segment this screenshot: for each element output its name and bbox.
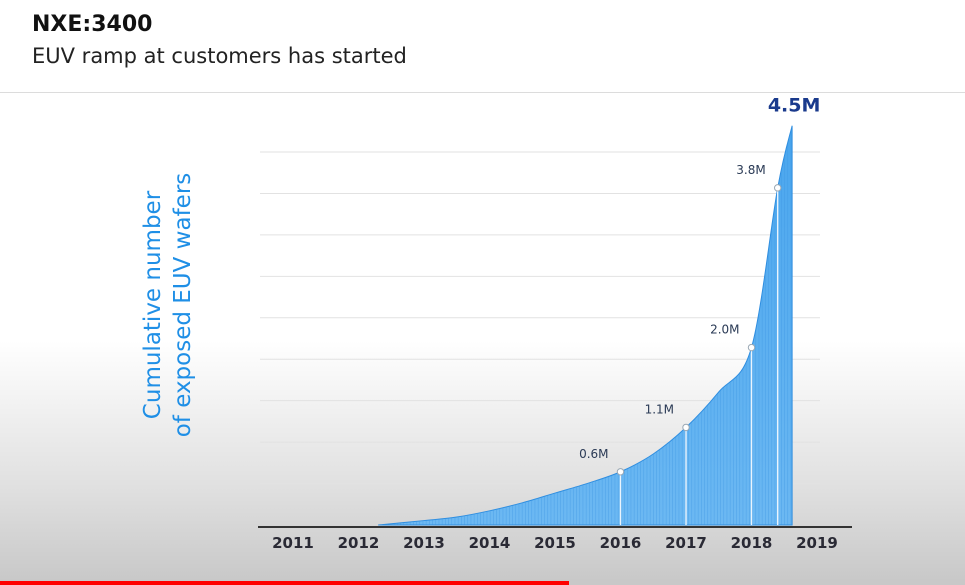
annotation-marker [682,423,690,432]
title-divider [0,92,965,93]
x-tick-label: 2015 [534,534,576,552]
x-tick-label: 2011 [272,534,314,552]
annotation-label: 2.0M [710,323,739,337]
video-progress-bar[interactable] [0,581,965,585]
annotation-label: 1.1M [645,402,674,416]
x-tick-label: 2012 [338,534,380,552]
annotation-marker [774,184,782,192]
slide-subtitle: EUV ramp at customers has started [32,44,407,68]
annotation-label: 0.6M [579,447,608,461]
annotation-marker [747,343,756,352]
x-tick-label: 2014 [469,534,511,552]
x-tick-label: 2018 [731,534,773,552]
x-tick-label: 2013 [403,534,445,552]
x-tick-label: 2016 [600,534,642,552]
x-tick-label: 2017 [665,534,707,552]
annotation-label: 3.8M [736,163,765,177]
peak-annotation-label: 4.5M [768,95,821,117]
slide-title: NXE:3400 [32,12,153,37]
annotations: 0.6M 1.1M 2.0M 3.8M 4.5M [579,95,820,525]
annotation-marker [616,468,625,476]
x-tick-label: 2019 [796,534,838,552]
x-axis: 2011 2012 2013 2014 2015 2016 2017 2018 2019 [258,526,852,552]
video-progress-fill [0,581,570,585]
